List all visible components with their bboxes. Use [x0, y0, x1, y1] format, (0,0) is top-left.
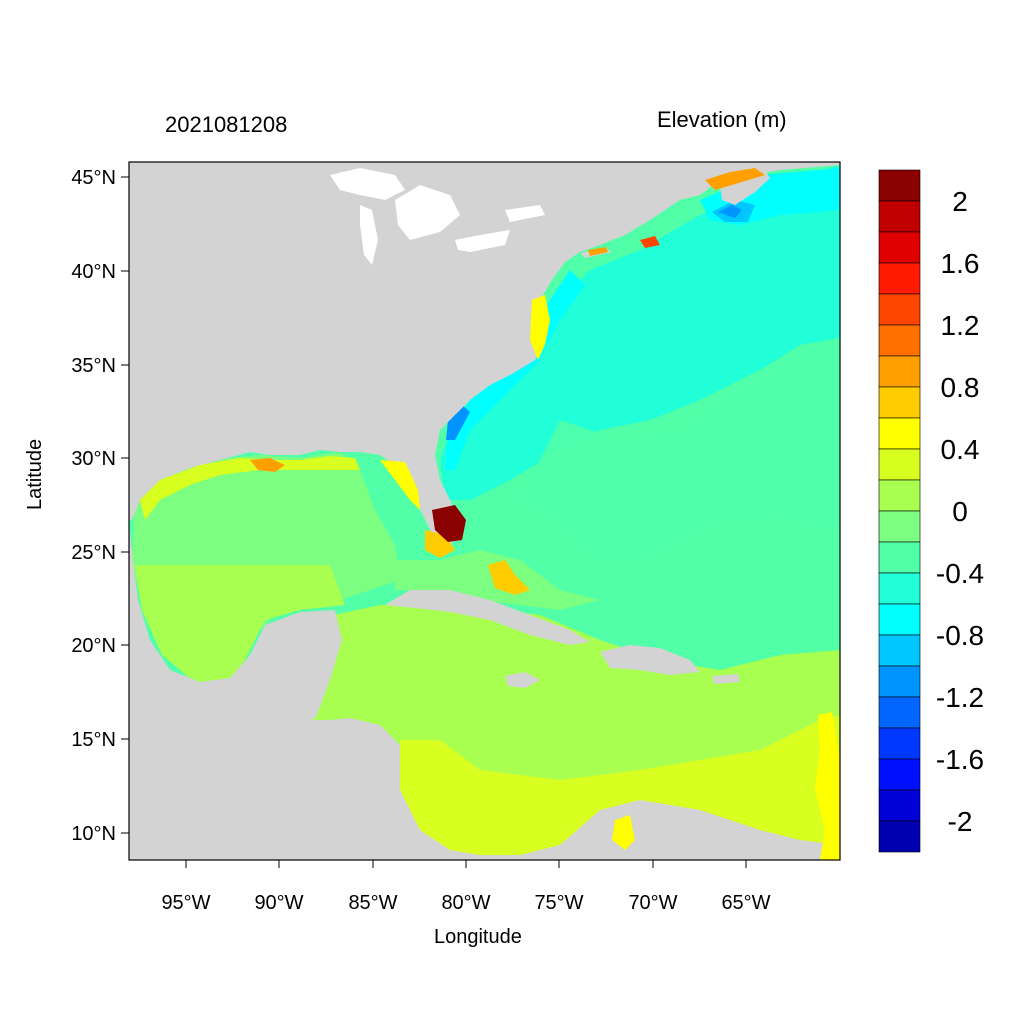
colorbar-swatch	[878, 820, 921, 853]
colorbar-label: 2	[952, 186, 968, 217]
map-plot-area	[129, 162, 840, 860]
yucatan-peninsula-land	[265, 610, 342, 720]
colorbar-label: 0.4	[941, 434, 980, 465]
x-tick-label: 75°W	[534, 892, 583, 914]
x-tick-label: 90°W	[254, 892, 303, 914]
gulf-of-venezuela-highs	[612, 815, 635, 850]
gulf-western-shelf	[135, 565, 345, 682]
y-tick-label: 35°N	[71, 355, 116, 377]
gulf-coast-shelf	[140, 456, 360, 520]
colorbar-swatch	[878, 696, 921, 729]
colorbar-swatch	[878, 510, 921, 543]
atlantic-region-minus04	[440, 165, 840, 500]
northeast-coast-highs	[705, 168, 765, 190]
colorbar-swatch	[878, 293, 921, 326]
x-tick-label: 65°W	[721, 892, 770, 914]
florida-west-shelf	[380, 460, 420, 510]
chesapeake-highs	[530, 295, 550, 360]
gulf-of-maine-lowest	[718, 205, 742, 218]
colorbar-swatch	[878, 355, 921, 388]
colorbar-label: -1.6	[936, 744, 984, 775]
cuba-land	[385, 590, 590, 645]
colorbar-swatch	[878, 169, 921, 202]
colorbar-swatch	[878, 417, 921, 450]
colorbar-label: 0	[952, 496, 968, 527]
jamaica-land	[505, 672, 540, 688]
x-tick-label: 95°W	[161, 892, 210, 914]
mississippi-delta-highs	[250, 458, 285, 472]
colorbar-swatch	[878, 324, 921, 357]
y-tick-label: 10°N	[71, 823, 116, 845]
hispaniola-land	[600, 645, 700, 675]
colorbar-swatch	[878, 603, 921, 636]
y-tick-label: 45°N	[71, 167, 116, 189]
puerto-rico-land	[712, 674, 740, 684]
mexico-central-america-land	[129, 520, 840, 860]
colorbar-labels: 2 1.6 1.2 0.8 0.4 0 -0.4 -0.8 -1.2 -1.6 -2	[936, 186, 984, 837]
colorbar	[878, 169, 921, 853]
colorbar-label: -0.8	[936, 620, 984, 651]
x-axis: 95°W 90°W 85°W 80°W 75°W 70°W 65°W	[161, 860, 771, 914]
y-tick-label: 20°N	[71, 635, 116, 657]
lesser-antilles-highs	[815, 712, 840, 860]
y-tick-label: 25°N	[71, 542, 116, 564]
florida-bay-highs	[425, 530, 455, 558]
colorbar-swatch	[878, 200, 921, 233]
bahamas-highs	[488, 560, 530, 595]
everglades-surge	[432, 505, 466, 542]
colorbar-swatch	[878, 789, 921, 822]
nantucket-highs	[640, 236, 660, 248]
new-york-bight-highs	[588, 247, 608, 256]
y-axis: 45°N 40°N 35°N 30°N 25°N 20°N 15°N 10°N	[71, 167, 129, 845]
colorbar-swatch	[878, 572, 921, 605]
colorbar-swatch	[878, 479, 921, 512]
colorbar-swatch	[878, 386, 921, 419]
colorbar-label: -0.4	[936, 558, 984, 589]
colorbar-label: 1.6	[941, 248, 980, 279]
y-tick-label: 15°N	[71, 729, 116, 751]
colorbar-label: 0.8	[941, 372, 980, 403]
x-tick-label: 70°W	[628, 892, 677, 914]
georgia-bight-low	[446, 405, 470, 440]
colorbar-swatch	[878, 262, 921, 295]
atlantic-band-minus02	[520, 340, 840, 560]
y-tick-label: 40°N	[71, 261, 116, 283]
colorbar-swatch	[878, 541, 921, 574]
colorbar-swatch	[878, 448, 921, 481]
colorbar-label: 1.2	[941, 310, 980, 341]
plot-frame	[128, 161, 841, 861]
colorbar-swatch	[878, 727, 921, 760]
north-america-land	[129, 162, 840, 548]
x-tick-label: 80°W	[441, 892, 490, 914]
colorbar-swatch	[878, 231, 921, 264]
variable-title: Elevation (m)	[657, 107, 787, 132]
y-tick-label: 30°N	[71, 448, 116, 470]
x-tick-label: 85°W	[348, 892, 397, 914]
colorbar-swatch	[878, 758, 921, 791]
x-axis-label: Longitude	[434, 926, 522, 948]
colorbar-label: -1.2	[936, 682, 984, 713]
colorbar-swatch	[878, 634, 921, 667]
colorbar-label: -2	[948, 806, 973, 837]
colorbar-swatch	[878, 665, 921, 698]
date-time-title: 2021081208	[165, 112, 288, 137]
great-lakes	[330, 168, 545, 265]
